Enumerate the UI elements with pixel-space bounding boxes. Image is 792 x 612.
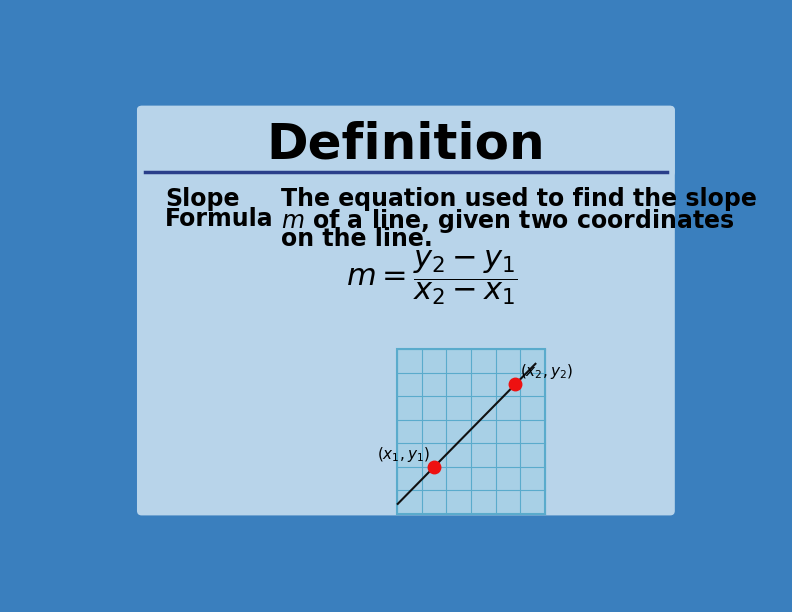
FancyBboxPatch shape	[137, 106, 675, 177]
Text: Slope: Slope	[165, 187, 239, 211]
Text: $(x_2, y_2)$: $(x_2, y_2)$	[520, 362, 573, 381]
FancyBboxPatch shape	[137, 106, 675, 515]
Bar	[398, 349, 545, 514]
Text: on the line.: on the line.	[281, 228, 433, 252]
Text: $m = \dfrac{y_2 - y_1}{x_2 - x_1}$: $m = \dfrac{y_2 - y_1}{x_2 - x_1}$	[346, 248, 518, 307]
Text: $\mathbf{\mathit{m}}$ of a line, given two coordinates: $\mathbf{\mathit{m}}$ of a line, given t…	[281, 207, 735, 236]
Text: Definition: Definition	[267, 121, 545, 168]
Text: $(x_1, y_1)$: $(x_1, y_1)$	[377, 445, 429, 464]
Text: Formula: Formula	[165, 207, 273, 231]
Text: The equation used to find the slope: The equation used to find the slope	[281, 187, 757, 211]
